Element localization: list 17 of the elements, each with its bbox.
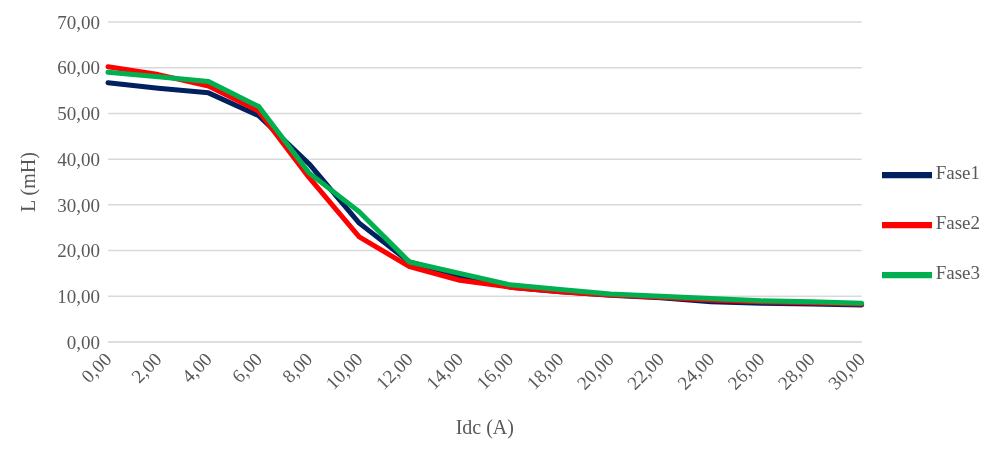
y-axis-title: L (mH)	[17, 152, 41, 212]
y-tick-label: 60,00	[57, 57, 100, 79]
legend-label: Fase3	[935, 262, 980, 284]
y-tick-label: 50,00	[57, 103, 100, 125]
y-tick-label: 30,00	[57, 194, 100, 216]
x-axis-title: Idc (A)	[455, 416, 514, 439]
legend-label: Fase2	[935, 212, 980, 234]
y-tick-label: 20,00	[57, 240, 100, 262]
x-tick-label: 6,00	[227, 348, 267, 387]
y-tick-label: 40,00	[57, 148, 100, 170]
legend-label: Fase1	[935, 162, 980, 184]
x-tick-label: 8,00	[278, 348, 317, 387]
y-tick-label: 10,00	[57, 286, 100, 308]
x-tick-label: 2,00	[127, 348, 166, 387]
y-tick-label: 0,00	[66, 331, 100, 353]
y-tick-label: 70,00	[57, 11, 100, 33]
x-tick-label: 4,00	[177, 348, 216, 387]
